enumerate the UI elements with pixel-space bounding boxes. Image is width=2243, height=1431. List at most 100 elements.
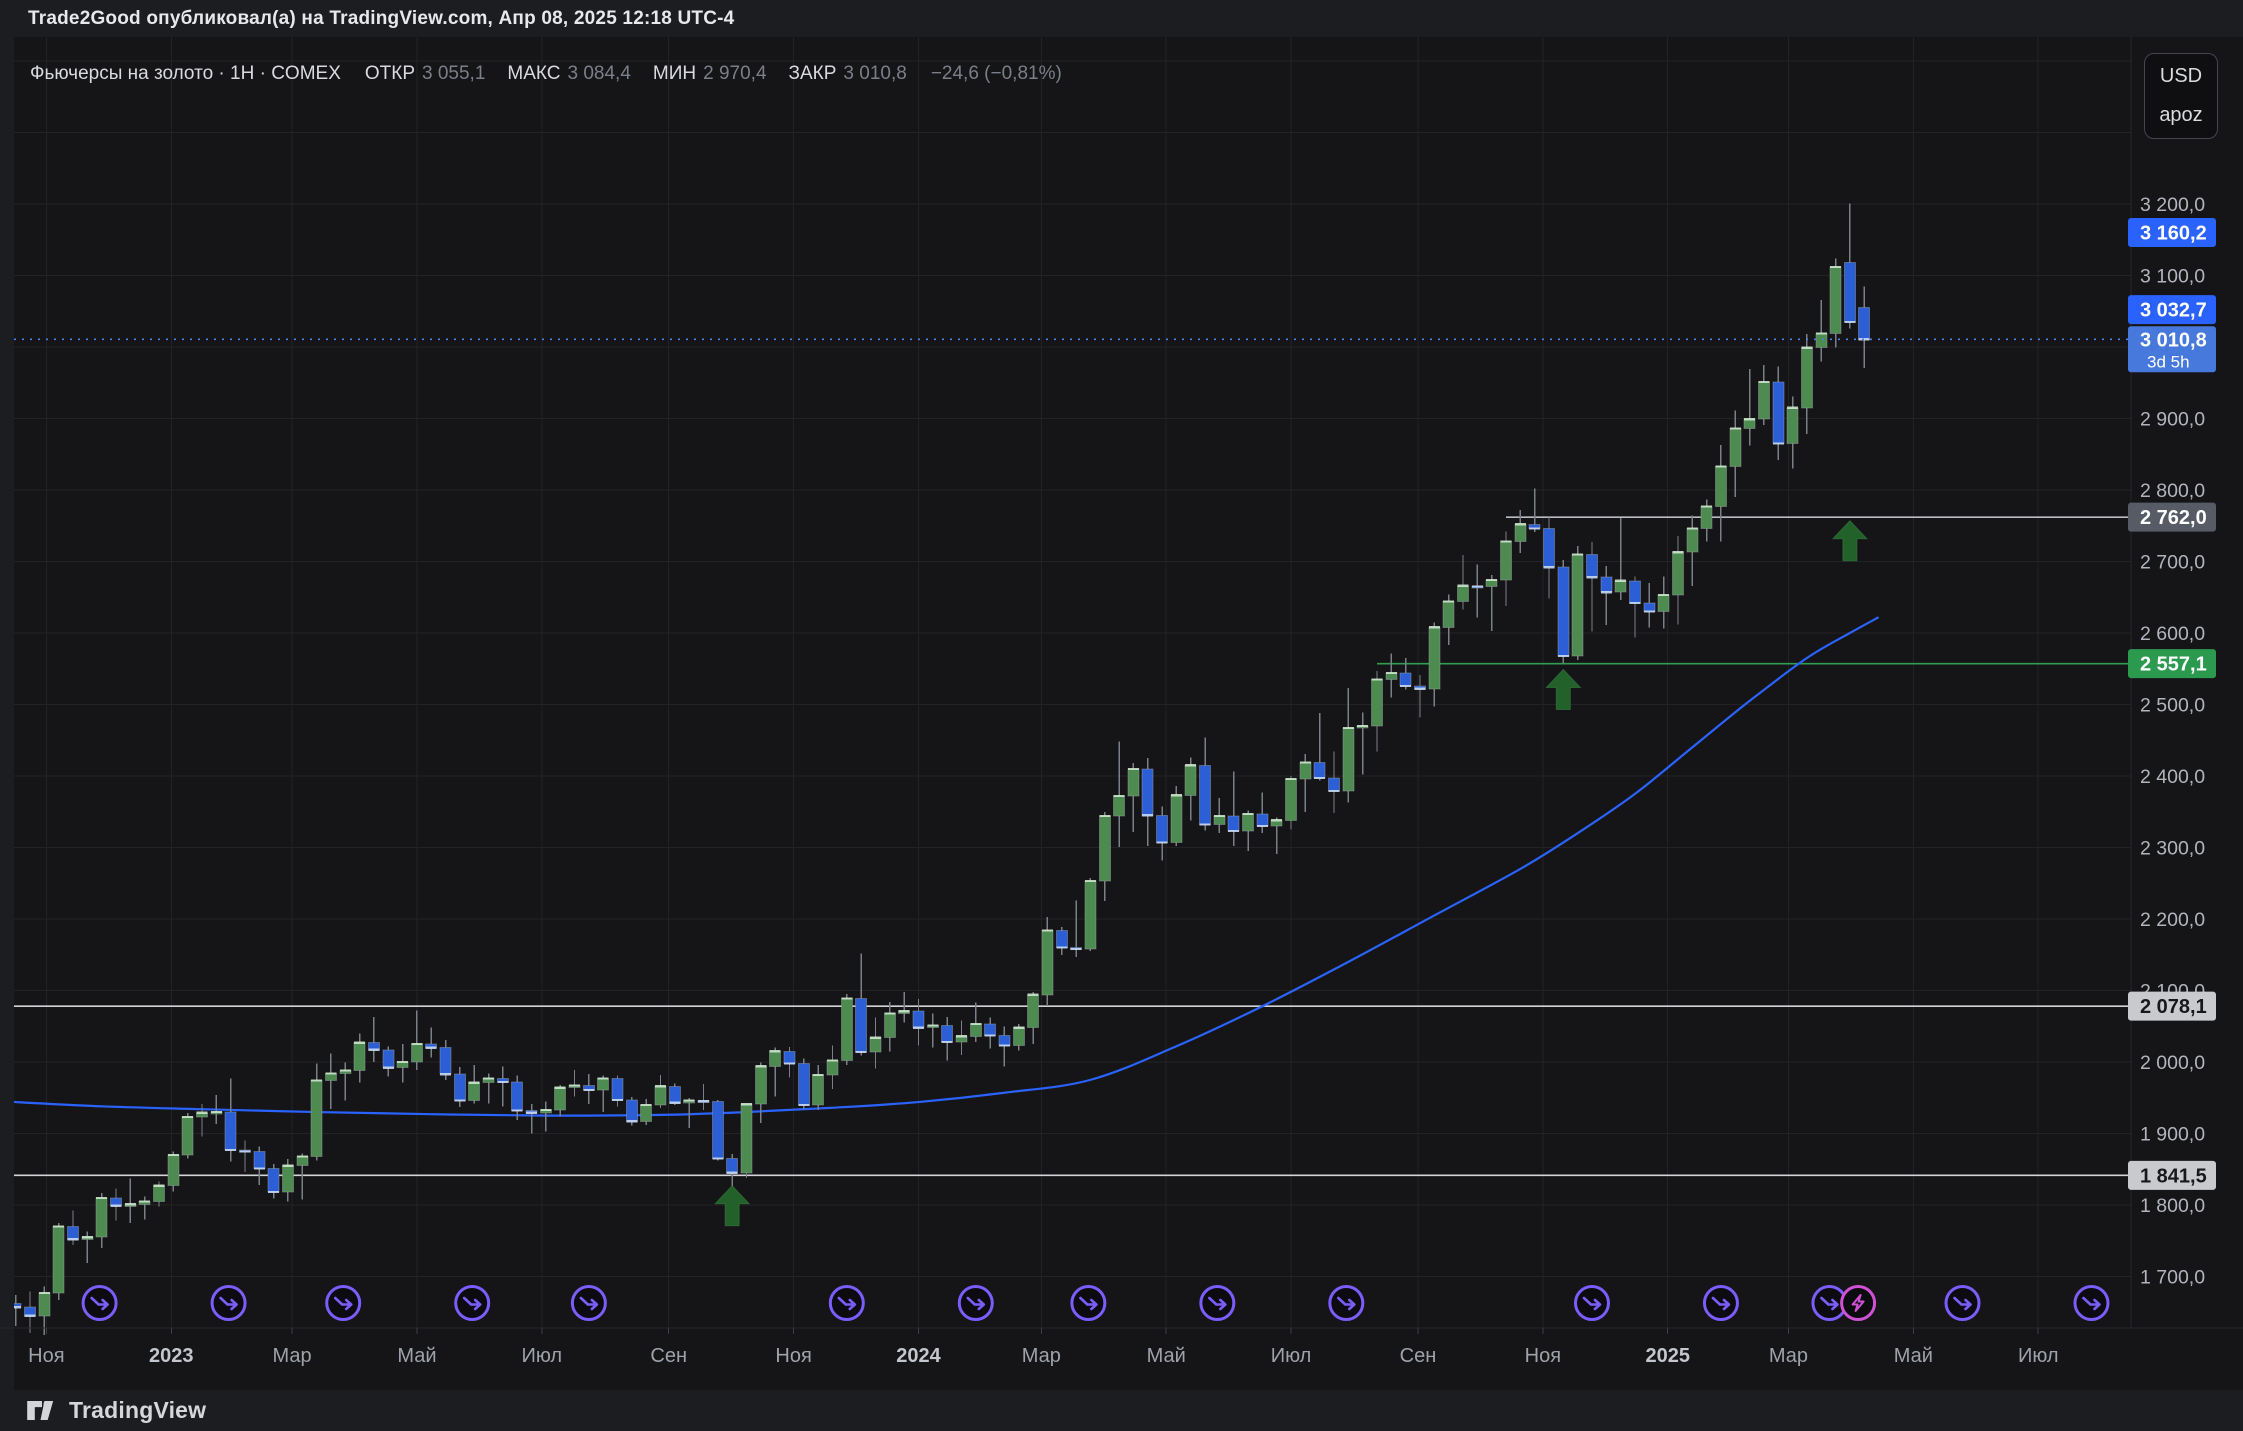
currency-usd-button[interactable]: USD [2159, 65, 2203, 87]
price-tick-label: 2 900,0 [2140, 409, 2205, 431]
svg-text:3d 5h: 3d 5h [2147, 352, 2190, 371]
idea-marker-icon[interactable] [1702, 1285, 1739, 1321]
price-badge: 3 032,7 [2128, 295, 2216, 325]
idea-marker-icon[interactable] [81, 1285, 118, 1321]
price-badge: 3 010,83d 5h [2128, 326, 2216, 373]
symbol-title[interactable]: Фьючерсы на золото · 1Н · COMEX [30, 63, 341, 84]
symbol-legend: Фьючерсы на золото · 1Н · COMEX ОТКР 3 05… [30, 63, 1062, 85]
time-tick-label: Июл [1271, 1345, 1312, 1367]
idea-marker-icon[interactable] [1070, 1285, 1107, 1321]
idea-marker-icon[interactable] [828, 1285, 865, 1321]
buy-arrows[interactable] [714, 520, 1869, 1227]
arrow-up-marker[interactable] [1831, 520, 1869, 562]
idea-marker-icon[interactable] [1328, 1285, 1365, 1321]
price-tick-label: 2 400,0 [2140, 766, 2205, 788]
tradingview-footer: TradingView [0, 1390, 2243, 1431]
price-badge: 1 841,5 [2128, 1160, 2216, 1190]
svg-text:3 032,7: 3 032,7 [2140, 300, 2207, 322]
legend-field-label: ЗАКР [788, 63, 837, 84]
price-chart[interactable]: 3 200,03 100,03 000,02 900,02 800,02 700… [0, 37, 2243, 1390]
idea-marker-icon[interactable] [1811, 1285, 1848, 1321]
time-tick-label: 2024 [896, 1345, 941, 1367]
svg-text:3 160,2: 3 160,2 [2140, 222, 2207, 244]
price-tick-label: 2 700,0 [2140, 552, 2205, 574]
price-tick-label: 2 500,0 [2140, 695, 2205, 717]
time-tick-label: 2025 [1645, 1345, 1690, 1367]
price-tick-label: 2 800,0 [2140, 480, 2205, 502]
timeline-markers[interactable] [81, 1285, 2110, 1321]
svg-text:2 557,1: 2 557,1 [2140, 654, 2207, 676]
ohlc-fields: ОТКР 3 055,1 МАКС 3 084,4 МИН 2 970,4 ЗАКР 3 01… [365, 63, 907, 85]
chart-area: 3 200,03 100,03 000,02 900,02 800,02 700… [0, 37, 2243, 1390]
time-tick-label: Май [1147, 1345, 1186, 1367]
time-tick-label: Май [397, 1345, 436, 1367]
idea-marker-icon[interactable] [325, 1285, 362, 1321]
level-lines[interactable] [14, 516, 2131, 1177]
time-tick-label: Сен [1400, 1345, 1437, 1367]
legend-field-label: ОТКР [364, 63, 416, 84]
price-tick-label: 2 600,0 [2140, 623, 2205, 645]
svg-text:2 078,1: 2 078,1 [2140, 996, 2207, 1018]
legend-field-label: МИН [652, 63, 697, 84]
idea-marker-icon[interactable] [454, 1285, 491, 1321]
price-tick-label: 1 900,0 [2140, 1124, 2205, 1146]
axis-borders [0, 37, 2243, 1334]
bolt-marker-icon[interactable] [1840, 1285, 1877, 1321]
svg-text:3 010,8: 3 010,8 [2140, 329, 2207, 351]
idea-marker-icon[interactable] [2073, 1285, 2110, 1321]
time-tick-label: Ноя [1525, 1345, 1561, 1367]
legend-field-value: 2 970,4 [703, 63, 767, 84]
change-value: −24,6 (−0,81%) [930, 63, 1062, 84]
candles-layer [9, 203, 1871, 1336]
time-tick-label: Мар [272, 1345, 311, 1367]
currency-unit-selector[interactable]: USD apoz [2144, 53, 2218, 139]
time-tick-label: Ноя [775, 1345, 811, 1367]
time-tick-label: Мар [1022, 1345, 1061, 1367]
time-tick-label: Июл [2018, 1345, 2059, 1367]
legend-field: МИН 2 970,4 [653, 63, 767, 85]
legend-field-value: 3 010,8 [843, 63, 907, 84]
idea-marker-icon[interactable] [210, 1285, 247, 1321]
price-badges: 3 160,2 3 032,7 3 010,83d 5h 2 762,0 2 557,1… [2128, 217, 2216, 1190]
left-inset [0, 37, 14, 1390]
price-badge: 2 762,0 [2128, 502, 2216, 532]
legend-field-value: 3 084,4 [567, 63, 631, 84]
idea-marker-icon[interactable] [957, 1285, 994, 1321]
legend-field: ЗАКР 3 010,8 [789, 63, 907, 85]
idea-marker-icon[interactable] [1944, 1285, 1981, 1321]
unit-apoz-button[interactable]: apoz [2159, 104, 2203, 126]
legend-field: МАКС 3 084,4 [507, 63, 630, 85]
arrow-up-marker[interactable] [1545, 668, 1582, 710]
attribution-text: Trade2Good опубликовал(а) на TradingView… [28, 7, 735, 29]
time-tick-label: Сен [650, 1345, 687, 1367]
attribution-bar: Trade2Good опубликовал(а) на TradingView… [0, 0, 2243, 37]
price-tick-label: 2 300,0 [2140, 838, 2205, 860]
grid-layer [14, 37, 2131, 1328]
time-tick-label: Ноя [28, 1345, 64, 1367]
ma-line [1, 616, 1880, 1117]
tradingview-logo-icon[interactable] [27, 1401, 58, 1420]
time-tick-label: 2023 [149, 1345, 194, 1367]
arrow-up-marker[interactable] [714, 1184, 751, 1227]
time-tick-label: Июл [521, 1345, 562, 1367]
price-tick-label: 2 200,0 [2140, 909, 2205, 931]
idea-marker-icon[interactable] [1573, 1285, 1610, 1321]
idea-marker-icon[interactable] [1199, 1285, 1236, 1321]
legend-field: ОТКР 3 055,1 [365, 63, 486, 85]
svg-text:1 841,5: 1 841,5 [2140, 1165, 2207, 1187]
price-badge: 3 160,2 [2128, 217, 2216, 247]
idea-marker-icon[interactable] [570, 1285, 607, 1321]
time-tick-label: Май [1894, 1345, 1933, 1367]
price-axis[interactable]: 3 200,03 100,03 000,02 900,02 800,02 700… [2140, 194, 2205, 1289]
price-badge: 2 557,1 [2128, 649, 2216, 679]
legend-field-label: МАКС [507, 63, 561, 84]
time-tick-label: Мар [1769, 1345, 1808, 1367]
price-tick-label: 2 000,0 [2140, 1052, 2205, 1074]
tradingview-wordmark[interactable]: TradingView [69, 1397, 207, 1423]
price-tick-label: 1 700,0 [2140, 1267, 2205, 1289]
price-tick-label: 1 800,0 [2140, 1195, 2205, 1217]
price-badge: 2 078,1 [2128, 991, 2216, 1021]
svg-text:2 762,0: 2 762,0 [2140, 507, 2207, 529]
price-tick-label: 3 200,0 [2140, 194, 2205, 216]
time-axis[interactable]: Ноя 2023 Мар Май Июл Сен Ноя 2024 Мар Май Июл Сен Но… [28, 1345, 2058, 1367]
